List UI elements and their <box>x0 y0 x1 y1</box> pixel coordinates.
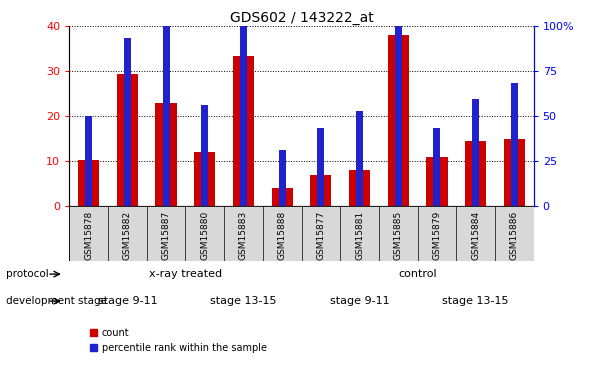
Bar <box>465 141 486 206</box>
Bar <box>117 74 138 206</box>
Bar <box>349 170 370 206</box>
Bar <box>426 157 447 206</box>
Bar <box>356 111 363 206</box>
Bar <box>233 56 254 206</box>
Text: GSM15885: GSM15885 <box>394 211 403 260</box>
Text: GSM15880: GSM15880 <box>200 211 209 260</box>
Text: stage 13-15: stage 13-15 <box>210 296 277 306</box>
Text: GSM15887: GSM15887 <box>162 211 171 260</box>
Bar <box>240 26 247 206</box>
Text: GSM15886: GSM15886 <box>510 211 519 260</box>
Bar <box>388 35 409 206</box>
Bar <box>472 99 479 206</box>
Bar <box>271 188 293 206</box>
Bar <box>511 82 518 206</box>
Text: stage 9-11: stage 9-11 <box>98 296 157 306</box>
Bar <box>201 105 208 206</box>
Bar <box>69 206 534 261</box>
Text: GSM15878: GSM15878 <box>84 211 93 260</box>
Bar <box>395 0 402 206</box>
Bar <box>317 128 324 206</box>
Bar <box>434 128 440 206</box>
Text: GSM15888: GSM15888 <box>277 211 286 260</box>
Text: GSM15881: GSM15881 <box>355 211 364 260</box>
Legend: count, percentile rank within the sample: count, percentile rank within the sample <box>86 324 271 357</box>
Bar <box>163 26 169 206</box>
Text: protocol: protocol <box>6 269 49 279</box>
Bar <box>78 160 99 206</box>
Bar <box>504 139 525 206</box>
Text: GSM15879: GSM15879 <box>432 211 441 260</box>
Text: GDS602 / 143222_at: GDS602 / 143222_at <box>230 11 373 25</box>
Text: stage 13-15: stage 13-15 <box>443 296 509 306</box>
Text: GSM15884: GSM15884 <box>471 211 480 260</box>
Text: GSM15882: GSM15882 <box>123 211 132 260</box>
Bar <box>310 175 332 206</box>
Text: x-ray treated: x-ray treated <box>149 269 222 279</box>
Bar <box>85 116 92 206</box>
Bar <box>194 152 215 206</box>
Text: GSM15877: GSM15877 <box>317 211 326 260</box>
Bar <box>156 103 177 206</box>
Text: development stage: development stage <box>6 296 107 306</box>
Text: GSM15883: GSM15883 <box>239 211 248 260</box>
Text: stage 9-11: stage 9-11 <box>330 296 390 306</box>
Bar <box>279 150 286 206</box>
Bar <box>124 38 131 206</box>
Text: control: control <box>398 269 437 279</box>
